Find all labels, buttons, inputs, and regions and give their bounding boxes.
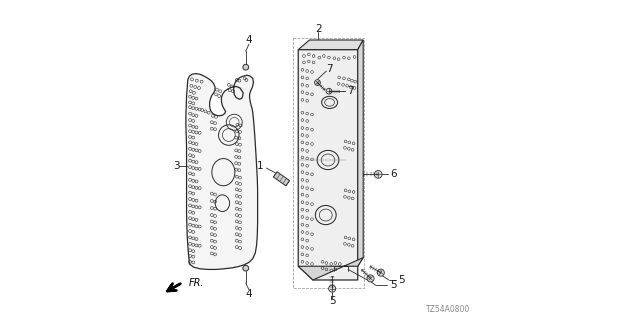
Circle shape	[329, 285, 336, 292]
Circle shape	[326, 88, 332, 94]
Text: TZ54A0800: TZ54A0800	[426, 305, 470, 314]
Circle shape	[243, 64, 248, 70]
Text: 5: 5	[329, 296, 335, 307]
Polygon shape	[358, 40, 364, 266]
Polygon shape	[298, 50, 358, 280]
Text: 2: 2	[315, 24, 322, 34]
Text: 6: 6	[390, 169, 397, 180]
Polygon shape	[298, 40, 364, 50]
Text: 1: 1	[257, 161, 263, 172]
Text: 4: 4	[246, 289, 252, 300]
Circle shape	[378, 269, 384, 276]
Polygon shape	[273, 172, 290, 186]
Polygon shape	[186, 74, 258, 269]
Circle shape	[374, 171, 382, 178]
Text: 5: 5	[398, 275, 405, 285]
Polygon shape	[298, 258, 364, 280]
Circle shape	[315, 80, 321, 85]
Text: FR.: FR.	[189, 277, 204, 288]
Text: 7: 7	[347, 86, 354, 96]
Text: 7: 7	[326, 64, 333, 74]
Text: 5: 5	[390, 280, 396, 291]
Text: 4: 4	[246, 35, 252, 45]
Circle shape	[243, 265, 248, 271]
Circle shape	[367, 275, 374, 282]
Text: 3: 3	[173, 161, 179, 172]
